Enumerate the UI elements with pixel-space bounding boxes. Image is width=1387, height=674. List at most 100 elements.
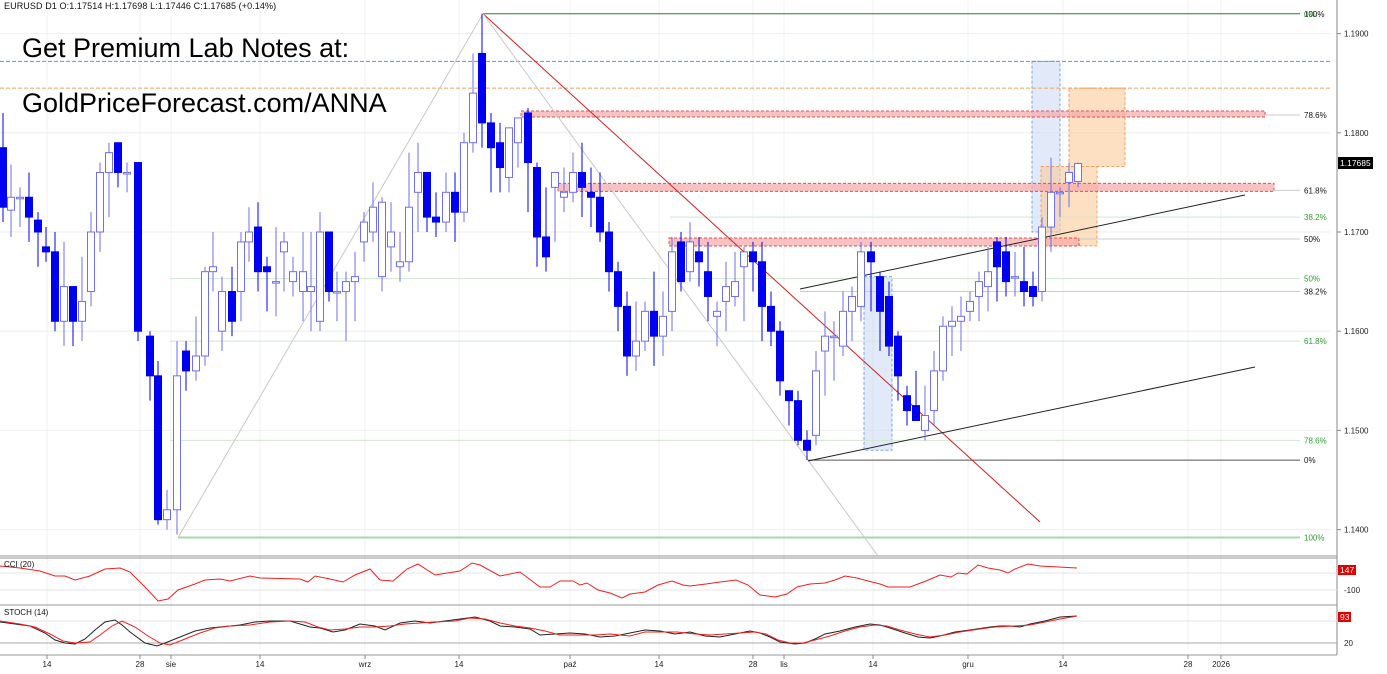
bear-candle [894, 335, 902, 377]
fib-label: 100% [1304, 534, 1324, 543]
bull-candle [360, 221, 368, 243]
bull-candle [930, 370, 938, 412]
bull-candle [830, 335, 838, 339]
time-tick-label: lis [780, 660, 788, 669]
bear-candle [903, 395, 911, 412]
bull-candle [192, 355, 200, 372]
fib-label: 78.6% [1304, 436, 1327, 445]
time-tick-label: 14 [655, 660, 664, 669]
bull-candle [87, 231, 95, 293]
bear-candle [325, 231, 333, 293]
bull-candle [966, 300, 974, 312]
bull-candle [731, 281, 739, 297]
bull-candle [975, 281, 983, 297]
bear-candle [614, 271, 622, 307]
bull-candle [460, 142, 468, 213]
bear-candle [1029, 286, 1037, 297]
bull-candle [722, 286, 730, 302]
price-tick-label: 1.1900 [1344, 30, 1369, 39]
bull-candle [316, 231, 324, 322]
bull-candle [514, 117, 522, 144]
stoch-k-line [0, 615, 1078, 647]
bear-candle [478, 52, 486, 124]
bear-candle [154, 375, 162, 521]
bull-candle [387, 231, 395, 248]
time-tick-label: 14 [43, 660, 52, 669]
time-tick-label: sie [166, 660, 177, 669]
bear-candle [650, 310, 658, 337]
bull-candle [245, 231, 253, 243]
bull-candle [812, 370, 820, 436]
bull-candle [289, 271, 297, 283]
bear-candle [146, 335, 154, 377]
fib-label: 50% [1304, 235, 1320, 244]
time-tick-label: 14 [869, 660, 878, 669]
bull-candle [96, 171, 104, 233]
fib-label: 61.8% [1304, 186, 1327, 195]
bull-candle [686, 241, 694, 273]
bull-candle [1065, 171, 1073, 183]
bear-candle [254, 226, 262, 273]
promo-line-1: Get Premium Lab Notes at: [22, 33, 350, 63]
bear-candle [704, 271, 712, 297]
bull-candle [632, 340, 640, 357]
bull-candle [839, 310, 847, 347]
bull-candle [201, 271, 209, 357]
bear-candle [794, 400, 802, 441]
stoch-label: STOCH (14) [4, 608, 49, 617]
bull-candle [442, 191, 450, 223]
fib-label: 0% [1304, 456, 1316, 465]
bull-candle [307, 286, 315, 293]
bull-candle [78, 300, 86, 322]
bull-candle [342, 281, 350, 293]
bull-candle [272, 281, 280, 284]
time-tick-label: gru [962, 660, 974, 669]
bear-candle [451, 191, 459, 213]
bull-candle [280, 241, 288, 253]
bear-candle [69, 286, 77, 322]
time-tick-label: 14 [455, 660, 464, 669]
bull-candle [957, 315, 965, 322]
bear-candle [423, 171, 431, 218]
bear-candle [496, 142, 504, 169]
bull-candle [948, 320, 956, 327]
price-axis[interactable]: 1.1900 1.1800 1.1700 1.1600 1.1500 1.1400 [0, 0, 1369, 656]
bear-candle [42, 246, 50, 253]
orange-zone [1068, 87, 1126, 168]
channel-lower-line [807, 366, 1256, 462]
bull-candle [7, 196, 15, 211]
bull-candle [821, 335, 829, 352]
current-price-tag: 1.17685 [1338, 157, 1373, 169]
bull-candle [218, 291, 226, 332]
bear-candle [749, 251, 757, 263]
time-axis[interactable]: 14 28 sie 14 wrz 14 paź 14 28 lis 14 gru 14 28 2026 [43, 655, 1231, 669]
time-tick-label: 28 [1184, 660, 1193, 669]
bear-candle [487, 122, 495, 149]
stoch-level-label: 20 [1344, 639, 1353, 648]
bull-candle [641, 310, 649, 342]
stoch-value-tag: 93 [1338, 612, 1352, 622]
fib-label: 38.2% [1304, 213, 1327, 222]
bear-candle [767, 305, 775, 332]
time-tick-label: 14 [1059, 660, 1068, 669]
bull-candle [163, 509, 171, 521]
bull-candle [173, 375, 181, 511]
bear-candle [542, 236, 550, 258]
time-tick-label: wrz [358, 660, 371, 669]
price-tick-label: 1.1400 [1344, 526, 1369, 535]
bear-candle [758, 261, 766, 307]
fib-label: 78.6% [1304, 111, 1327, 120]
bear-candle [776, 330, 784, 382]
price-tick-label: 1.1800 [1344, 129, 1369, 138]
bull-candle [209, 266, 217, 273]
candles [0, 13, 1082, 535]
bear-candle [578, 171, 586, 188]
bull-candle [505, 127, 513, 178]
cci-label: CCI (20) [4, 560, 35, 569]
fib-label: 100% [1304, 10, 1324, 19]
bear-candle [993, 241, 1001, 268]
bull-candle [1047, 191, 1055, 228]
resistance-zone [668, 237, 1080, 247]
bull-candle [551, 171, 559, 188]
